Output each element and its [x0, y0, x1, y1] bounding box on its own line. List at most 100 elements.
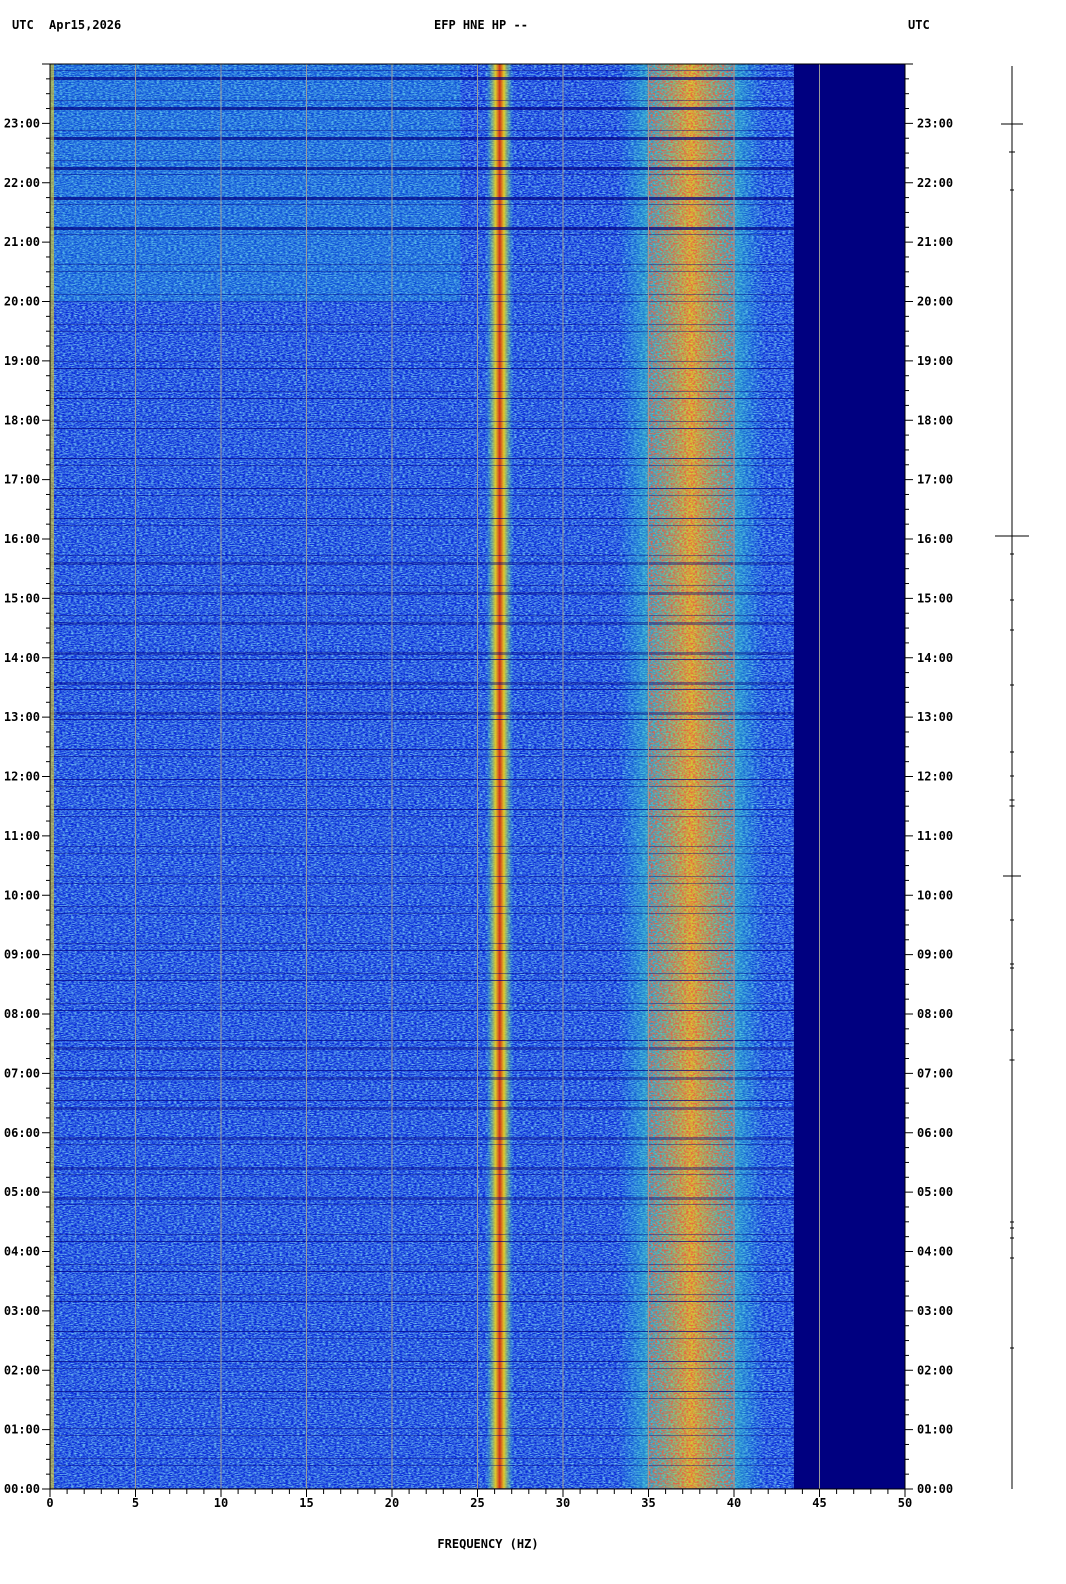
y-right-label-03:00: 03:00: [917, 1304, 953, 1318]
y-left-label-05:00: 05:00: [4, 1185, 40, 1199]
heatmap-streak: [50, 555, 794, 556]
heatmap-streak: [50, 77, 794, 80]
heatmap-streak: [50, 465, 794, 466]
heatmap-streak: [50, 331, 794, 332]
y-left-label-15:00: 15:00: [4, 591, 40, 605]
heatmap-streak: [50, 70, 794, 71]
y-left-label-16:00: 16:00: [4, 532, 40, 546]
heatmap-streak: [50, 652, 794, 655]
heatmap-streak: [50, 227, 794, 230]
x-tick-label-50: 50: [898, 1496, 912, 1510]
y-left-label-17:00: 17:00: [4, 473, 40, 487]
heatmap-streak: [50, 659, 794, 660]
x-axis-label: FREQUENCY (HZ): [437, 1537, 538, 1551]
x-tick-label-35: 35: [641, 1496, 655, 1510]
heatmap-streak: [50, 1077, 794, 1080]
heatmap-streak: [50, 398, 794, 399]
heatmap-streak: [50, 271, 794, 272]
x-axis-ticks: 0 5 10 15 20 25 30 35 40 45 50: [46, 1489, 912, 1510]
heatmap-streak: [50, 1361, 794, 1362]
x-tick-label-0: 0: [46, 1496, 53, 1510]
y-right-label-20:00: 20:00: [917, 295, 953, 309]
x-tick-label-40: 40: [727, 1496, 741, 1510]
y-axis-ticks: 00:00 00:00 01:00 01:00 02:00 02:00 03:00 03:00…: [4, 63, 953, 1496]
heatmap-streak: [50, 137, 794, 140]
heatmap-streak: [50, 1264, 794, 1265]
heatmap-streak: [50, 130, 794, 131]
heatmap-streak: [50, 1003, 794, 1004]
heatmap-streak: [50, 488, 794, 489]
y-left-label-02:00: 02:00: [4, 1363, 40, 1377]
heatmap-streak: [50, 1047, 794, 1050]
heatmap-streak: [50, 204, 794, 205]
x-tick-label-15: 15: [299, 1496, 313, 1510]
left-timezone-label: UTC: [12, 18, 34, 32]
y-right-label-02:00: 02:00: [917, 1363, 953, 1377]
y-left-label-12:00: 12:00: [4, 770, 40, 784]
y-left-label-23:00: 23:00: [4, 116, 40, 130]
heatmap-streak: [50, 1271, 794, 1272]
x-tick-label-45: 45: [812, 1496, 826, 1510]
heatmap-streak: [50, 167, 794, 170]
y-right-label-22:00: 22:00: [917, 176, 953, 190]
y-right-label-18:00: 18:00: [917, 413, 953, 427]
heatmap-streak: [50, 160, 794, 161]
y-right-label-07:00: 07:00: [917, 1066, 953, 1080]
y-right-label-21:00: 21:00: [917, 235, 953, 249]
heatmap-streak: [50, 883, 794, 884]
y-right-label-01:00: 01:00: [917, 1423, 953, 1437]
y-right-label-16:00: 16:00: [917, 532, 953, 546]
heatmap-streak: [50, 853, 794, 854]
y-right-label-12:00: 12:00: [917, 770, 953, 784]
heatmap-streak: [50, 809, 794, 810]
heatmap-streak: [50, 361, 794, 362]
heatmap-streak: [50, 391, 794, 392]
date-label: Apr15,2026: [49, 18, 122, 32]
y-left-label-00:00: 00:00: [4, 1482, 40, 1496]
heatmap-streak: [50, 719, 794, 720]
heatmap-streak: [50, 1197, 794, 1200]
heatmap-streak: [50, 622, 794, 625]
heatmap-streak: [50, 368, 794, 369]
heatmap-streak: [50, 301, 794, 302]
heatmap-low-freq-edge: [50, 64, 54, 1489]
grid-lines: [135, 64, 820, 1489]
heatmap-streak: [50, 1435, 794, 1436]
heatmap-streak: [50, 876, 794, 877]
event-trace: [995, 66, 1029, 1489]
heatmap-streak: [50, 585, 794, 586]
y-right-label-05:00: 05:00: [917, 1185, 953, 1199]
y-left-label-20:00: 20:00: [4, 295, 40, 309]
heatmap-streak: [50, 682, 794, 685]
y-right-label-00:00: 00:00: [917, 1482, 953, 1496]
y-right-label-15:00: 15:00: [917, 591, 953, 605]
heatmap-streak: [50, 950, 794, 951]
heatmap-streak: [50, 294, 794, 295]
heatmap-streak: [50, 525, 794, 526]
y-left-label-09:00: 09:00: [4, 948, 40, 962]
heatmap-streak: [50, 1137, 794, 1140]
heatmap-streak: [50, 1204, 794, 1205]
heatmap-streak: [50, 1465, 794, 1466]
heatmap-streak: [50, 1040, 794, 1041]
y-right-label-23:00: 23:00: [917, 116, 953, 130]
heatmap-streak: [50, 495, 794, 496]
x-tick-label-20: 20: [385, 1496, 399, 1510]
heatmap-streak: [50, 1144, 794, 1145]
heatmap-late-energy: [50, 64, 461, 302]
y-left-label-04:00: 04:00: [4, 1245, 40, 1259]
heatmap-streak: [50, 980, 794, 981]
heatmap-streak: [50, 174, 794, 175]
heatmap-streak: [50, 1301, 794, 1302]
heatmap-streak: [50, 1391, 794, 1392]
heatmap-streak: [50, 1167, 794, 1170]
heatmap-streak: [50, 518, 794, 519]
heatmap-streak: [50, 234, 794, 235]
heatmap-streak: [50, 1174, 794, 1175]
heatmap-streak: [50, 973, 794, 974]
heatmap-streak: [50, 592, 794, 595]
heatmap-streak: [50, 1100, 794, 1101]
heatmap-streak: [50, 1331, 794, 1332]
y-right-label-06:00: 06:00: [917, 1126, 953, 1140]
